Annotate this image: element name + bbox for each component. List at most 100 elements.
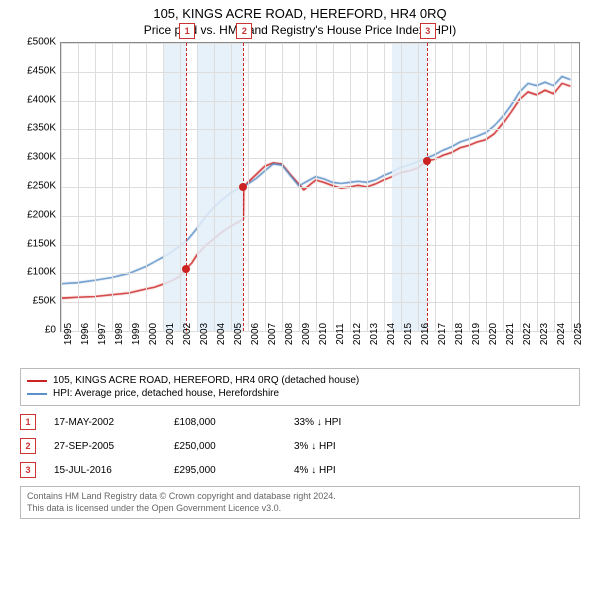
- y-axis-label: £500K: [20, 37, 56, 48]
- grid-line-v: [129, 43, 130, 331]
- transaction-dot: [423, 157, 431, 165]
- grid-line-v: [78, 43, 79, 331]
- transaction-line: [427, 43, 428, 331]
- grid-line-v: [503, 43, 504, 331]
- grid-line-v: [146, 43, 147, 331]
- x-axis-label: 2016: [420, 323, 431, 345]
- transaction-number: 1: [20, 414, 36, 430]
- transaction-delta: 4% ↓ HPI: [294, 465, 414, 476]
- grid-line-v: [163, 43, 164, 331]
- grid-line-v: [486, 43, 487, 331]
- y-axis-label: £100K: [20, 267, 56, 278]
- grid-line-v: [469, 43, 470, 331]
- grid-line-v: [180, 43, 181, 331]
- x-axis-label: 1996: [80, 323, 91, 345]
- grid-line-h: [61, 302, 579, 303]
- grid-line-v: [520, 43, 521, 331]
- x-axis-label: 1997: [97, 323, 108, 345]
- chart-subtitle: Price paid vs. HM Land Registry's House …: [8, 23, 592, 37]
- legend-label: HPI: Average price, detached house, Here…: [53, 388, 279, 399]
- x-axis-label: 2014: [386, 323, 397, 345]
- grid-line-v: [316, 43, 317, 331]
- transaction-date: 27-SEP-2005: [54, 441, 174, 452]
- x-axis-label: 2008: [284, 323, 295, 345]
- x-axis-label: 2022: [522, 323, 533, 345]
- footer-line-1: Contains HM Land Registry data © Crown c…: [27, 491, 573, 503]
- transaction-marker: 2: [236, 23, 252, 39]
- x-axis-label: 2017: [437, 323, 448, 345]
- x-axis-label: 2001: [165, 323, 176, 345]
- grid-line-v: [418, 43, 419, 331]
- grid-line-v: [350, 43, 351, 331]
- grid-line-v: [571, 43, 572, 331]
- x-axis-label: 1999: [131, 323, 142, 345]
- grid-line-v: [435, 43, 436, 331]
- chart-title: 105, KINGS ACRE ROAD, HEREFORD, HR4 0RQ: [8, 6, 592, 21]
- legend-label: 105, KINGS ACRE ROAD, HEREFORD, HR4 0RQ …: [53, 375, 359, 386]
- x-axis-label: 2005: [233, 323, 244, 345]
- x-axis-label: 2011: [335, 323, 346, 345]
- x-axis-label: 2002: [182, 323, 193, 345]
- x-axis-label: 2025: [573, 323, 584, 345]
- x-axis-label: 2018: [454, 323, 465, 345]
- x-axis-label: 2010: [318, 323, 329, 345]
- transaction-number: 3: [20, 462, 36, 478]
- grid-line-v: [61, 43, 62, 331]
- grid-line-v: [299, 43, 300, 331]
- transactions-table: 117-MAY-2002£108,00033% ↓ HPI227-SEP-200…: [20, 414, 580, 478]
- transaction-line: [186, 43, 187, 331]
- titles: 105, KINGS ACRE ROAD, HEREFORD, HR4 0RQ …: [8, 6, 592, 37]
- x-axis-label: 2012: [352, 323, 363, 345]
- x-axis-label: 2000: [148, 323, 159, 345]
- transaction-marker: 1: [179, 23, 195, 39]
- grid-line-v: [367, 43, 368, 331]
- x-axis-label: 1998: [114, 323, 125, 345]
- x-axis-label: 2020: [488, 323, 499, 345]
- grid-line-v: [265, 43, 266, 331]
- grid-line-v: [214, 43, 215, 331]
- footer-note: Contains HM Land Registry data © Crown c…: [20, 486, 580, 519]
- plot-area: 123: [60, 42, 580, 332]
- x-axis-label: 2009: [301, 323, 312, 345]
- y-axis-label: £300K: [20, 152, 56, 163]
- x-axis-label: 2003: [199, 323, 210, 345]
- legend-item: HPI: Average price, detached house, Here…: [27, 388, 573, 399]
- grid-line-v: [333, 43, 334, 331]
- grid-line-h: [61, 245, 579, 246]
- x-axis-label: 2023: [539, 323, 550, 345]
- transaction-date: 17-MAY-2002: [54, 417, 174, 428]
- x-axis-label: 2007: [267, 323, 278, 345]
- x-axis-label: 2013: [369, 323, 380, 345]
- footer-line-2: This data is licensed under the Open Gov…: [27, 503, 573, 515]
- y-axis-label: £200K: [20, 209, 56, 220]
- x-axis-label: 2024: [556, 323, 567, 345]
- grid-line-h: [61, 273, 579, 274]
- grid-line-v: [384, 43, 385, 331]
- transaction-number: 2: [20, 438, 36, 454]
- grid-line-h: [61, 101, 579, 102]
- grid-line-v: [197, 43, 198, 331]
- transaction-marker: 3: [420, 23, 436, 39]
- transaction-delta: 33% ↓ HPI: [294, 417, 414, 428]
- y-axis-label: £150K: [20, 238, 56, 249]
- legend-swatch: [27, 393, 47, 395]
- x-axis-label: 2021: [505, 323, 516, 345]
- grid-line-v: [401, 43, 402, 331]
- grid-line-v: [95, 43, 96, 331]
- grid-line-v: [537, 43, 538, 331]
- x-axis-label: 2006: [250, 323, 261, 345]
- legend-item: 105, KINGS ACRE ROAD, HEREFORD, HR4 0RQ …: [27, 375, 573, 386]
- grid-line-h: [61, 216, 579, 217]
- grid-line-v: [231, 43, 232, 331]
- transaction-row: 117-MAY-2002£108,00033% ↓ HPI: [20, 414, 580, 430]
- figure: 105, KINGS ACRE ROAD, HEREFORD, HR4 0RQ …: [0, 0, 600, 590]
- grid-line-v: [554, 43, 555, 331]
- x-axis-label: 2015: [403, 323, 414, 345]
- transaction-price: £295,000: [174, 465, 294, 476]
- chart-area: 123 £0£50K£100K£150K£200K£250K£300K£350K…: [20, 42, 580, 362]
- y-axis-label: £450K: [20, 65, 56, 76]
- x-axis-label: 2004: [216, 323, 227, 345]
- grid-line-v: [282, 43, 283, 331]
- transaction-dot: [182, 265, 190, 273]
- transaction-row: 315-JUL-2016£295,0004% ↓ HPI: [20, 462, 580, 478]
